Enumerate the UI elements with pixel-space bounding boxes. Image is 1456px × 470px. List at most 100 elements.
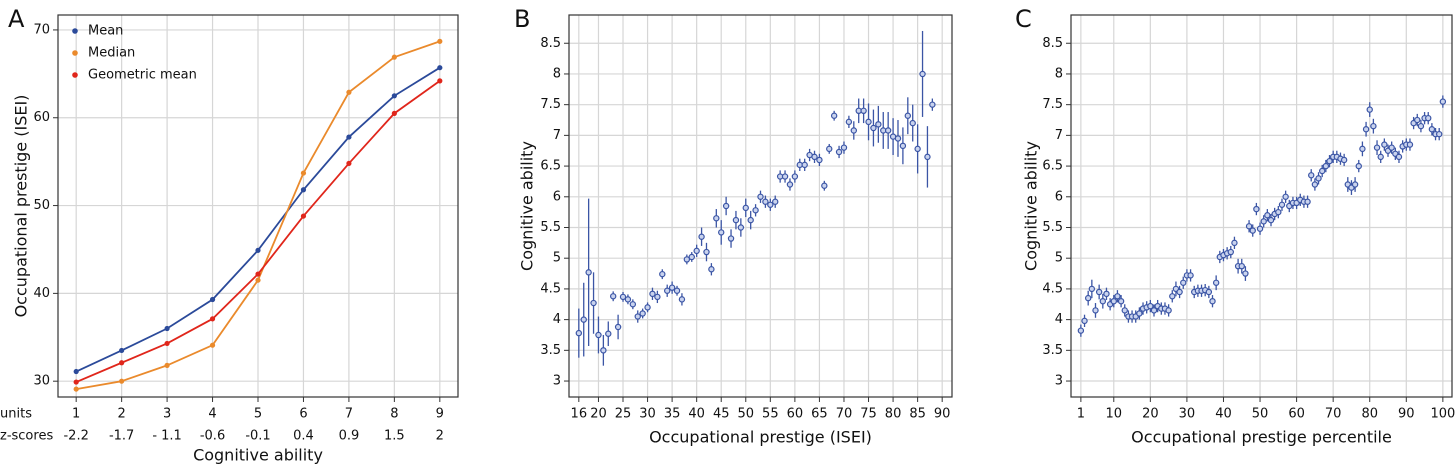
data-point	[629, 301, 637, 308]
data-point	[830, 112, 838, 119]
data-point	[1077, 327, 1085, 334]
data-point	[850, 127, 857, 134]
z-score-label: - 1.1	[152, 429, 182, 444]
y-tick-label: 40	[33, 286, 50, 301]
data-point	[346, 160, 352, 167]
legend-swatch	[72, 28, 78, 34]
data-point	[722, 202, 730, 210]
data-point	[614, 323, 622, 331]
data-point	[865, 118, 872, 126]
data-point	[605, 330, 612, 337]
data-point	[1417, 122, 1425, 130]
y-tick-label: 4.5	[540, 281, 561, 296]
data-point	[718, 229, 725, 236]
data-point	[742, 204, 749, 212]
data-point	[73, 368, 79, 375]
panel: C 1 10 20 30 40 50 60 70 80 90 100 3 3.5 4 4.5 5 5.5 6 6.5 7…	[1015, 5, 1455, 447]
x-axis-title: Occupational prestige percentile	[1131, 428, 1392, 447]
data-point	[1121, 307, 1128, 314]
x-tick-label: 70	[1325, 407, 1342, 422]
legend-label: Geometric mean	[88, 68, 197, 83]
data-point	[391, 110, 397, 116]
data-point	[673, 287, 681, 294]
data-point	[762, 198, 769, 205]
data-point	[909, 119, 916, 127]
x-tick-label: 50	[737, 407, 754, 422]
data-point	[732, 216, 740, 224]
z-score-label: 1.5	[384, 429, 405, 444]
y-tick-label: 4	[553, 312, 561, 327]
legend-entry: Geometric mean	[72, 68, 197, 83]
data-point	[1092, 307, 1099, 314]
y-tick-label: 8	[553, 66, 561, 81]
y-tick-label: 7	[1055, 128, 1063, 143]
y-tick-label: 4	[1055, 312, 1063, 327]
z-score-label: 0.9	[339, 429, 360, 444]
y-tick-label: 6.5	[1042, 159, 1063, 174]
x-tick-label: 1	[1077, 407, 1085, 422]
x-tick-label: 3	[163, 407, 171, 422]
data-point	[1362, 126, 1370, 133]
data-point	[595, 331, 602, 339]
data-point	[1377, 153, 1384, 161]
data-point	[300, 213, 307, 219]
data-point	[1282, 193, 1289, 200]
y-tick-label: 6	[1055, 189, 1063, 204]
x-tick-label: 1	[72, 407, 80, 422]
data-point	[164, 362, 170, 368]
data-point	[693, 247, 700, 255]
data-point	[1249, 227, 1256, 234]
data-point	[727, 235, 735, 242]
x-tick-label: 25	[615, 407, 632, 422]
data-point	[924, 153, 931, 161]
data-point	[609, 293, 617, 300]
data-point	[698, 233, 705, 240]
y-tick-label: 60	[33, 110, 50, 125]
x-tick-label: 100	[1430, 407, 1455, 422]
data-point	[659, 270, 666, 278]
data-point	[1366, 106, 1373, 113]
data-point	[816, 156, 823, 164]
x-tick-label: 55	[762, 407, 779, 422]
data-point	[1165, 307, 1172, 314]
data-point	[826, 145, 833, 153]
data-point	[1315, 175, 1322, 182]
x-tick-label: 65	[811, 407, 828, 422]
data-point	[437, 38, 443, 44]
panel-letter: C	[1015, 5, 1032, 33]
data-point	[1340, 156, 1348, 164]
data-point	[1355, 162, 1362, 170]
x-axis-title: Occupational prestige (ISEI)	[649, 428, 872, 447]
data-point	[1231, 239, 1238, 247]
y-tick-label: 3	[553, 374, 561, 389]
panel-letter: A	[8, 5, 25, 33]
data-point	[683, 256, 691, 263]
data-point	[1388, 144, 1395, 151]
data-point	[575, 329, 583, 337]
data-point	[1205, 288, 1213, 296]
legend-entry: Median	[72, 46, 135, 61]
data-point	[634, 313, 641, 320]
data-point	[1117, 297, 1125, 305]
data-point	[664, 287, 671, 294]
x-tick-label: 70	[836, 407, 853, 422]
data-point	[1381, 141, 1388, 148]
y-tick-label: 5	[1055, 251, 1063, 266]
legend-swatch	[72, 72, 78, 78]
data-point	[747, 216, 754, 224]
data-point	[1099, 297, 1107, 305]
y-tick-label: 50	[33, 198, 50, 213]
y-tick-label: 3.5	[540, 343, 561, 358]
data-point	[1264, 212, 1271, 219]
data-point	[870, 124, 877, 132]
x-tick-label: 75	[860, 407, 877, 422]
x-tick-label: 45	[713, 407, 730, 422]
data-point	[644, 304, 651, 311]
data-point	[1212, 279, 1220, 286]
data-point	[1081, 317, 1088, 325]
data-point	[209, 342, 216, 348]
data-point	[164, 325, 170, 332]
data-point	[1147, 302, 1154, 310]
data-point	[737, 224, 745, 231]
x-tick-label: 16	[571, 407, 588, 422]
